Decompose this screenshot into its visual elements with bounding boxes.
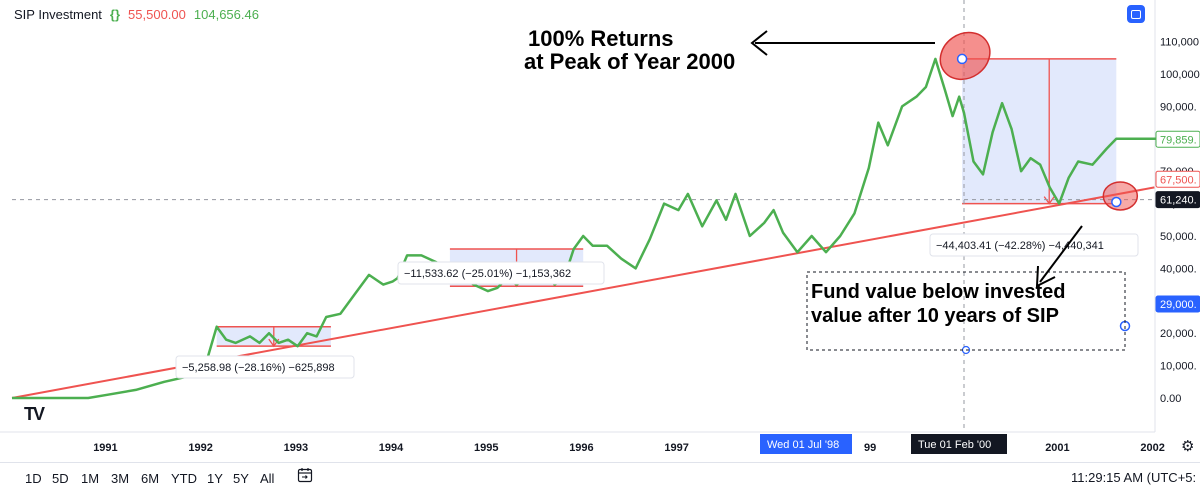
legend-value-fund: 104,656.46 (193, 7, 259, 22)
y-tick-label: 90,000. (1160, 101, 1197, 113)
fund-value-line (12, 57, 1164, 400)
legend-symbol[interactable]: SIP Investment (14, 7, 102, 22)
x-tick-label: 99 (864, 442, 876, 454)
camera-icon[interactable] (1127, 5, 1145, 23)
range-1d[interactable]: 1D (25, 471, 42, 486)
y-tick-label: 10,000. (1160, 361, 1197, 373)
x-tick-label: 1992 (188, 442, 212, 454)
drawdown-label: −11,533.62 (−25.01%) −1,153,362 (404, 268, 571, 280)
y-tick-label: 100,000. (1160, 69, 1200, 81)
price-label-box (1155, 170, 1200, 188)
clock-display[interactable]: 11:29:15 AM (UTC+5: (1071, 470, 1197, 485)
drawdown-label-box (929, 233, 1139, 257)
price-label: 61,240. (1160, 195, 1197, 207)
price-label: 79,859. (1160, 134, 1197, 146)
range-5d[interactable]: 5D (52, 471, 69, 486)
range-6m[interactable]: 6M (141, 471, 160, 486)
x-tick-label: 1996 (569, 442, 593, 454)
x-tick-label: 2002 (1140, 442, 1164, 454)
annotation-peak-line2: at Peak of Year 2000 (524, 49, 735, 74)
annotation-below-box (806, 271, 1126, 351)
y-tick-label: 0.00 (1160, 393, 1181, 405)
range-5y[interactable]: 5Y (233, 471, 249, 486)
price-label-box (1155, 191, 1200, 209)
range-ytd[interactable]: YTD (171, 471, 197, 486)
drawdown-label: −5,258.98 (−28.16%) −625,898 (182, 362, 335, 374)
hover-date-box (760, 434, 852, 454)
y-tick-label: 50,000. (1160, 231, 1197, 243)
range-1m[interactable]: 1M (81, 471, 100, 486)
gear-icon[interactable]: ⚙ (1181, 438, 1195, 455)
legend-brace[interactable]: {} (109, 7, 121, 22)
drawdown-label: −44,403.41 (−42.28%) −4,440,341 (936, 240, 1104, 252)
tradingview-logo: TV (24, 404, 45, 424)
peak-point (956, 53, 968, 65)
drawdown-arrow-head (1043, 196, 1055, 205)
range-all[interactable]: All (260, 471, 275, 486)
hover-date-label: Wed 01 Jul '98 (767, 439, 839, 451)
drawdown-label-box (397, 261, 605, 285)
price-label-box (1155, 295, 1200, 313)
x-tick-label: 1995 (474, 442, 498, 454)
bottom-toolbar: 1D 5D 1M 3M 6M YTD 1Y 5Y All (0, 462, 1200, 499)
legend-value-invested: 55,500.00 (128, 7, 186, 22)
y-tick-label: 40,000. (1160, 263, 1197, 275)
annotation-below-line2: value after 10 years of SIP (811, 305, 1059, 327)
crosshair-date-box (911, 434, 1007, 454)
x-tick-label: 2001 (1045, 442, 1069, 454)
price-label-box (1155, 130, 1200, 148)
trough-point (1111, 196, 1122, 208)
below-arrow-head (1035, 265, 1056, 288)
calendar-icon[interactable] (297, 467, 313, 483)
x-tick-label: 1997 (664, 442, 688, 454)
crosshair-date-label: Tue 01 Feb '00 (918, 439, 991, 451)
price-label: 67,500. (1160, 174, 1197, 186)
drawdown-label-box (175, 355, 355, 379)
x-tick-label: 1991 (93, 442, 117, 454)
trough-highlight-ellipse (1102, 181, 1139, 211)
price-label: 29,000. (1160, 299, 1197, 311)
range-1y[interactable]: 1Y (207, 471, 223, 486)
y-tick-label: 20,000. (1160, 328, 1197, 340)
x-tick-label: 1994 (379, 442, 404, 454)
range-3m[interactable]: 3M (111, 471, 130, 486)
x-tick-label: 1993 (284, 442, 308, 454)
peak-arrow-head (750, 30, 768, 56)
drawdown-zone (962, 58, 1117, 204)
chart-legend: SIP Investment {} 55,500.00 104,656.46 (14, 7, 259, 22)
annotation-peak-line1: 100% Returns (528, 26, 674, 51)
y-tick-label: 110,000. (1160, 37, 1200, 49)
annotation-below-line1: Fund value below invested (811, 281, 1066, 303)
below-arrow-shaft (1039, 225, 1083, 283)
